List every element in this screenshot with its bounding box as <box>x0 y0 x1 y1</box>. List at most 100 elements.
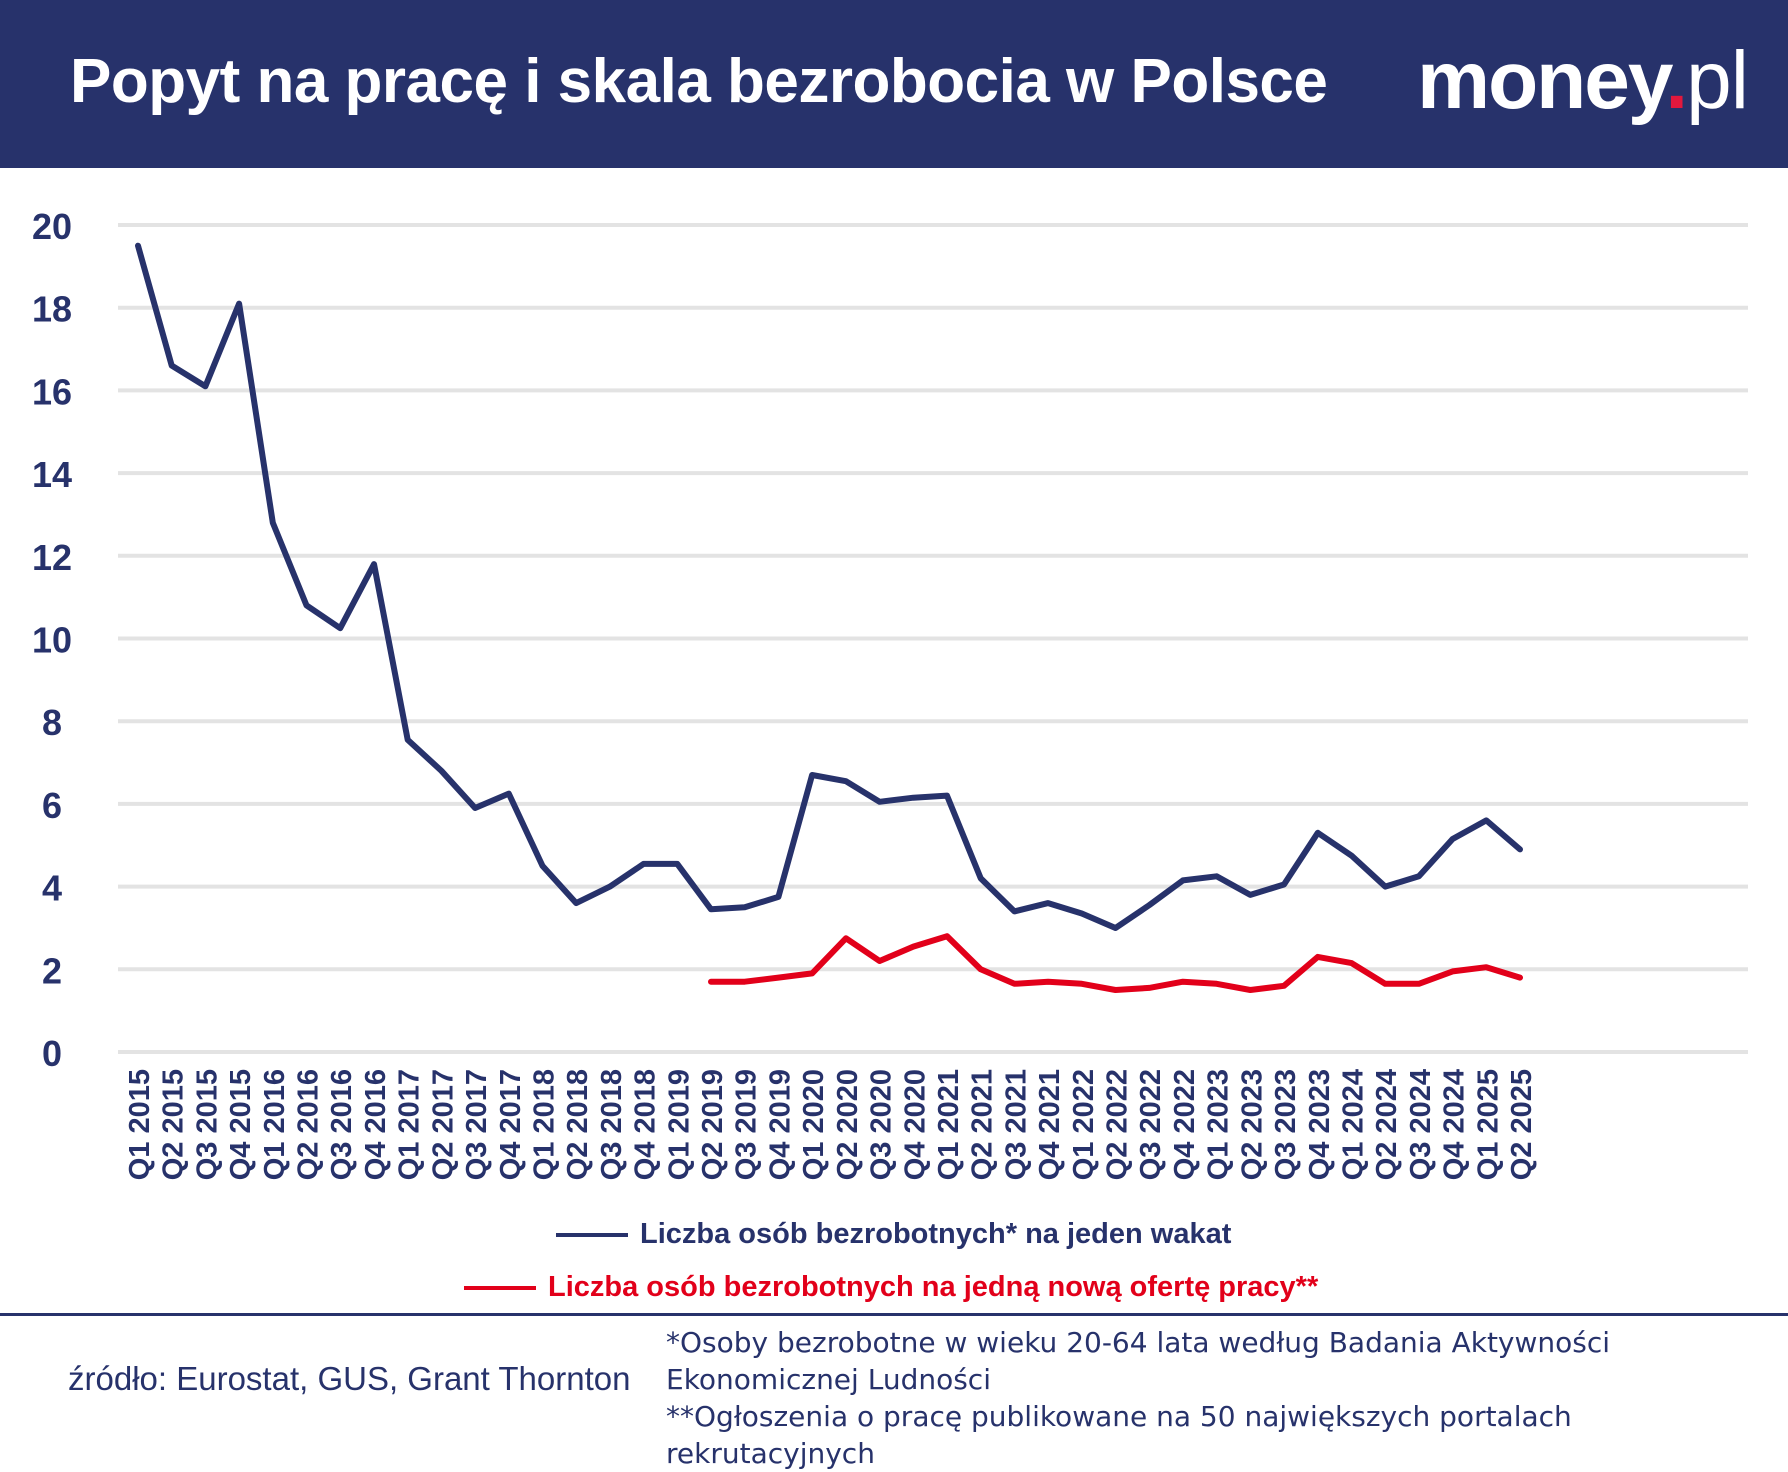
x-tick-label: Q4 2020 <box>899 1069 931 1180</box>
data-point <box>1249 989 1251 991</box>
x-tick-label: Q3 2017 <box>461 1069 493 1180</box>
data-point <box>1485 819 1487 821</box>
data-point <box>1013 983 1015 985</box>
data-point <box>1182 981 1184 983</box>
data-point <box>306 604 308 606</box>
x-tick-label: Q1 2022 <box>1068 1069 1100 1180</box>
data-point <box>811 774 813 776</box>
data-point <box>744 906 746 908</box>
x-tick-label: Q1 2015 <box>124 1069 156 1180</box>
x-tick-label: Q3 2020 <box>866 1069 898 1180</box>
data-point <box>845 780 847 782</box>
data-point <box>1081 912 1083 914</box>
series-lines <box>135 242 1523 993</box>
data-point <box>1519 977 1521 979</box>
data-point <box>980 877 982 879</box>
data-point <box>204 385 206 387</box>
x-tick-label: Q1 2025 <box>1472 1069 1504 1180</box>
data-point <box>171 365 173 367</box>
x-tick-label: Q4 2018 <box>630 1069 662 1180</box>
x-tick-label: Q2 2022 <box>1102 1069 1134 1180</box>
x-tick-label: Q1 2017 <box>394 1069 426 1180</box>
x-tick-label: Q4 2017 <box>495 1069 527 1180</box>
legend-item-unemployed-per-job-offer: Liczba osób bezrobotnych na jedną nową o… <box>464 1271 1318 1304</box>
x-tick-label: Q2 2016 <box>293 1069 325 1180</box>
data-point <box>1283 884 1285 886</box>
data-point <box>879 960 881 962</box>
y-tick-label: 0 <box>42 1033 62 1074</box>
x-tick-label: Q1 2020 <box>798 1069 830 1180</box>
footer-divider <box>0 1313 1788 1316</box>
data-point <box>1013 910 1015 912</box>
x-tick-label: Q3 2024 <box>1405 1069 1437 1180</box>
data-point <box>845 937 847 939</box>
x-tick-label: Q4 2024 <box>1439 1069 1471 1180</box>
data-point <box>1317 832 1319 834</box>
x-tick-label: Q2 2018 <box>562 1069 594 1180</box>
x-tick-label: Q4 2019 <box>764 1069 796 1180</box>
data-point <box>474 807 476 809</box>
x-tick-label: Q4 2022 <box>1169 1069 1201 1180</box>
x-tick-label: Q1 2016 <box>259 1069 291 1180</box>
x-tick-label: Q1 2024 <box>1337 1069 1369 1180</box>
data-point <box>1182 879 1184 881</box>
data-point <box>879 801 881 803</box>
footnote-2: **Ogłoszenia o pracę publikowane na 50 n… <box>666 1400 1572 1470</box>
data-point <box>339 627 341 629</box>
x-tick-label: Q3 2018 <box>596 1069 628 1180</box>
data-point <box>710 981 712 983</box>
data-point <box>1283 985 1285 987</box>
x-tick-label: Q4 2023 <box>1304 1069 1336 1180</box>
data-point <box>1350 855 1352 857</box>
x-tick-label: Q2 2020 <box>832 1069 864 1180</box>
logo-main: money <box>1417 35 1667 126</box>
y-tick-label: 20 <box>32 206 72 247</box>
footnote-1: *Osoby bezrobotne w wieku 20-64 lata wed… <box>666 1326 1611 1396</box>
x-tick-label: Q4 2015 <box>225 1069 257 1180</box>
data-point <box>946 935 948 937</box>
x-tick-label: Q2 2021 <box>967 1069 999 1180</box>
data-point <box>1148 904 1150 906</box>
x-tick-label: Q4 2021 <box>1034 1069 1066 1180</box>
x-tick-label: Q3 2023 <box>1270 1069 1302 1180</box>
series-line-unemployed-per-job-offer <box>708 933 1523 993</box>
data-point <box>1418 983 1420 985</box>
legend-label: Liczba osób bezrobotnych na jedną nową o… <box>548 1271 1319 1303</box>
data-point <box>1047 981 1049 983</box>
x-tick-label: Q2 2024 <box>1371 1069 1403 1180</box>
data-point <box>1519 848 1521 850</box>
page-title: Popyt na pracę i skala bezrobocia w Pols… <box>70 47 1328 116</box>
data-point <box>1384 886 1386 888</box>
y-tick-label: 10 <box>32 620 72 661</box>
x-tick-label: Q3 2015 <box>191 1069 223 1180</box>
data-point <box>1216 875 1218 877</box>
data-point <box>643 863 645 865</box>
data-point <box>1249 894 1251 896</box>
y-tick-label: 6 <box>42 785 62 826</box>
money-pl-logo: money.pl <box>1417 40 1749 122</box>
y-tick-label: 18 <box>32 289 72 330</box>
x-tick-label: Q4 2016 <box>360 1069 392 1180</box>
grid-lines <box>118 223 1748 1054</box>
legend-swatch-navy <box>556 1232 628 1237</box>
legend-label: Liczba osób bezrobotnych* na jeden wakat <box>640 1218 1232 1250</box>
data-point <box>508 793 510 795</box>
y-tick-label: 16 <box>32 371 72 412</box>
header-banner: Popyt na pracę i skala bezrobocia w Pols… <box>0 0 1788 168</box>
logo-suffix: pl <box>1686 35 1749 126</box>
source-note: źródło: Eurostat, GUS, Grant Thornton <box>68 1360 631 1397</box>
data-point <box>912 946 914 948</box>
legend-swatch-red <box>464 1285 536 1290</box>
data-point <box>373 563 375 565</box>
data-point <box>1418 875 1420 877</box>
y-tick-label: 2 <box>42 950 62 991</box>
data-point <box>1317 956 1319 958</box>
data-point <box>609 886 611 888</box>
data-point <box>946 795 948 797</box>
x-tick-label: Q2 2019 <box>697 1069 729 1180</box>
x-tick-label: Q2 2015 <box>158 1069 190 1180</box>
y-tick-label: 4 <box>42 868 62 909</box>
data-point <box>272 522 274 524</box>
footnotes: *Osoby bezrobotne w wieku 20-64 lata wed… <box>666 1324 1781 1472</box>
